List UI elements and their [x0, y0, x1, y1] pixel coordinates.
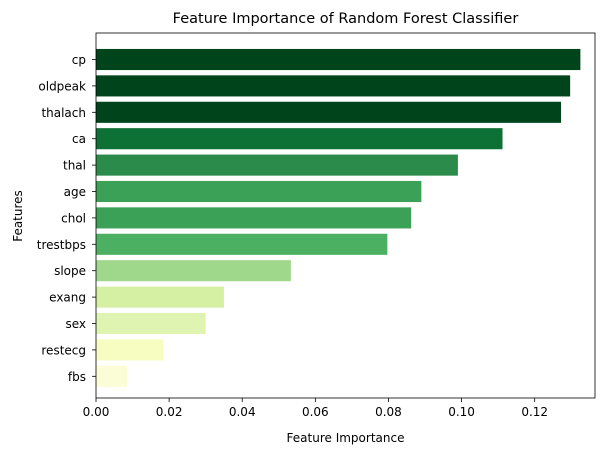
y-tick-label-group: cp oldpeak thalach ca thal age chol trestbps slo…: [37, 53, 86, 384]
x-tick-label-4: 0.08: [375, 405, 402, 419]
bar-sex: [96, 312, 206, 335]
bar-oldpeak: [96, 75, 571, 97]
x-tick-label-2: 0.04: [229, 405, 256, 419]
bar-group: [96, 48, 581, 387]
y-axis-title: Features: [11, 190, 25, 242]
x-tick-label-3: 0.06: [302, 405, 329, 419]
y-tick-label-thalach: thalach: [41, 106, 86, 120]
bar-age: [96, 180, 422, 203]
x-tick-label-5: 0.10: [448, 405, 475, 419]
y-tick-group: [92, 59, 96, 377]
chart-title: Feature Importance of Random Forest Clas…: [173, 11, 519, 27]
y-tick-label-thal: thal: [63, 159, 86, 173]
x-axis-title: Feature Importance: [287, 431, 405, 445]
bar-thalach: [96, 101, 562, 123]
y-tick-label-chol: chol: [61, 211, 86, 225]
y-tick-label-trestbps: trestbps: [37, 238, 86, 252]
y-tick-label-exang: exang: [49, 291, 86, 305]
bar-cp: [96, 48, 581, 71]
plot-frame: [95, 32, 596, 399]
bar-ca: [96, 128, 503, 150]
x-tick-label-0: 0.00: [83, 405, 110, 419]
bar-trestbps: [96, 233, 388, 255]
y-tick-label-cp: cp: [72, 53, 86, 67]
bar-slope: [96, 260, 291, 282]
y-tick-label-slope: slope: [54, 264, 86, 278]
x-tick-label-1: 0.02: [156, 405, 183, 419]
y-tick-label-restecg: restecg: [41, 343, 86, 357]
bar-exang: [96, 286, 224, 308]
bar-restecg: [96, 339, 164, 361]
bar-fbs: [96, 365, 128, 387]
bar-thal: [96, 154, 458, 176]
y-tick-label-ca: ca: [72, 132, 86, 146]
x-tick-label-6: 0.12: [521, 405, 548, 419]
y-tick-label-age: age: [64, 185, 86, 199]
bar-chol: [96, 207, 412, 229]
y-tick-label-oldpeak: oldpeak: [38, 79, 86, 93]
x-tick-group: [95, 398, 536, 402]
x-tick-label-group: 0.00 0.02 0.04 0.06 0.08 0.10 0.12: [83, 405, 548, 419]
y-tick-label-sex: sex: [65, 317, 86, 331]
y-tick-label-fbs: fbs: [68, 370, 86, 384]
